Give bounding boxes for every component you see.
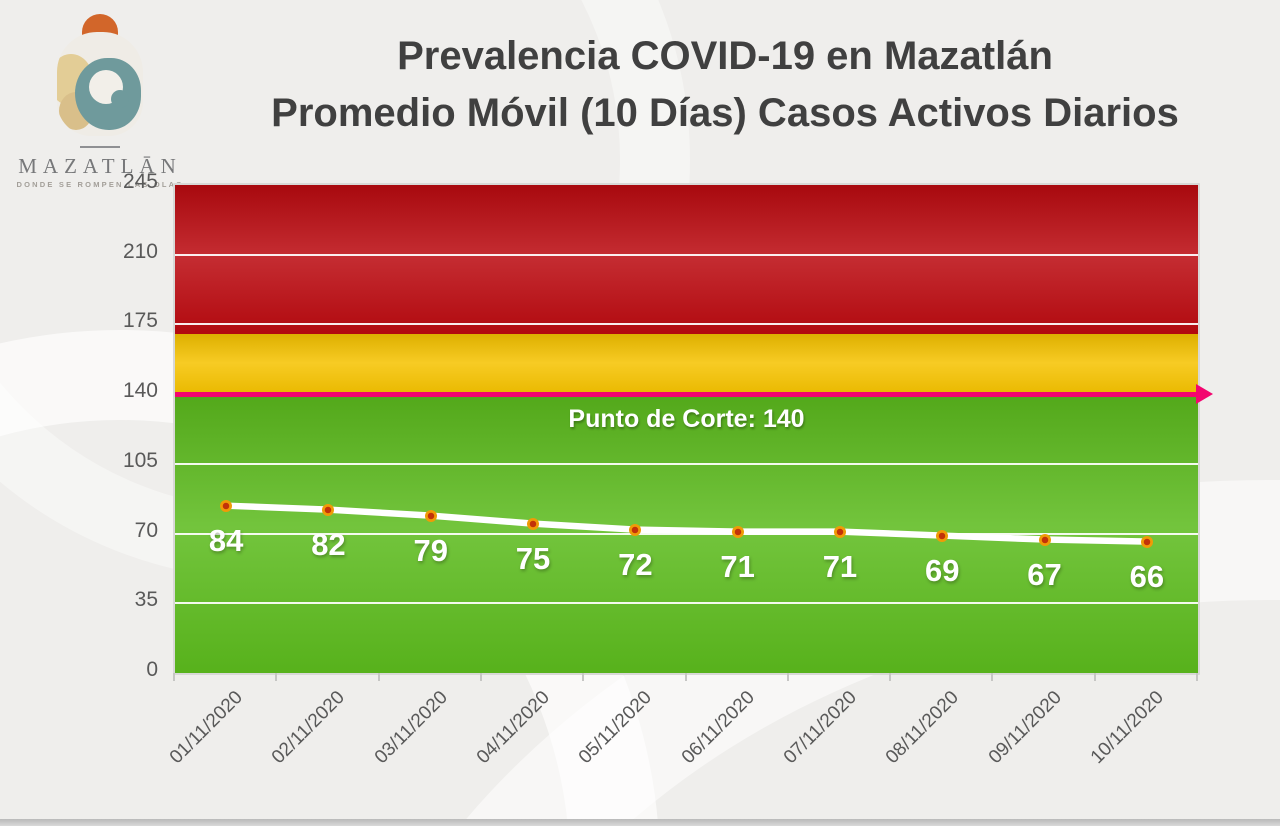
logo-tagline-text: DONDE SE ROMPEN LAS OLAS xyxy=(16,180,184,189)
x-axis-tick xyxy=(889,673,892,681)
data-label: 75 xyxy=(515,540,551,576)
y-axis-label: 70 xyxy=(134,518,158,542)
zone-red xyxy=(175,185,1198,335)
data-point xyxy=(322,503,335,516)
data-label: 71 xyxy=(822,548,858,584)
y-axis-label: 0 xyxy=(146,658,158,681)
x-axis-tick xyxy=(1093,673,1096,681)
data-point xyxy=(220,499,233,512)
data-label: 67 xyxy=(1027,556,1062,592)
logo-wave-spiral xyxy=(75,58,141,130)
data-label: 72 xyxy=(618,546,653,582)
y-axis-label: 175 xyxy=(122,309,158,333)
series-line xyxy=(222,502,1151,545)
data-point xyxy=(833,525,846,538)
x-axis-tick xyxy=(582,673,585,681)
cutoff-arrow-icon xyxy=(1196,384,1213,405)
cutoff-line xyxy=(175,391,1198,397)
chart-title-line1: Prevalencia COVID-19 en Mazatlán xyxy=(397,34,1053,78)
y-axis-label: 105 xyxy=(122,448,158,472)
gridline-105 xyxy=(175,462,1198,465)
data-label: 69 xyxy=(925,552,960,588)
y-axis-label: 35 xyxy=(134,588,158,612)
bottom-edge-bar xyxy=(0,819,1280,826)
x-axis-tick xyxy=(275,673,278,681)
data-label: 71 xyxy=(720,548,755,584)
data-point xyxy=(629,523,642,536)
gridline-175 xyxy=(175,323,1198,326)
zone-yellow xyxy=(175,334,1198,395)
x-axis-tick xyxy=(786,673,789,681)
y-axis-label: 210 xyxy=(122,239,158,263)
gridline-35 xyxy=(175,602,1198,605)
data-point xyxy=(731,525,744,538)
x-axis-tick xyxy=(991,673,994,681)
data-point xyxy=(936,529,949,542)
cutoff-label: Punto de Corte: 140 xyxy=(568,405,805,434)
chart-title-line2: Promedio Móvil (10 Días) Casos Activos D… xyxy=(271,91,1179,135)
x-axis-tick xyxy=(173,673,175,681)
logo-wave-spiral-inner xyxy=(89,70,129,108)
logo-divider xyxy=(80,146,120,148)
x-axis-tick xyxy=(1196,673,1198,681)
data-point xyxy=(424,509,437,522)
data-label: 82 xyxy=(311,526,346,562)
chart-title: Prevalencia COVID-19 en Mazatlán Promedi… xyxy=(180,28,1270,142)
data-label: 79 xyxy=(413,532,448,568)
data-point xyxy=(527,517,540,530)
logo-shell-icon xyxy=(57,32,143,136)
data-point xyxy=(1038,533,1051,546)
x-axis-tick xyxy=(377,673,380,681)
logo-brand-text: MAZATLĀN xyxy=(18,154,182,178)
x-axis-tick xyxy=(479,673,482,681)
plot-area: Punto de Corte: 140 84 82 79 75 72 71 71 69 67 66 xyxy=(173,183,1213,675)
logo-sun-icon xyxy=(82,14,118,35)
x-axis-label: 08/11/2020 xyxy=(882,687,964,769)
x-axis-tick xyxy=(684,673,687,681)
x-axis-label: 10/11/2020 xyxy=(1086,687,1168,769)
y-axis-label: 140 xyxy=(122,379,158,403)
data-label: 66 xyxy=(1129,558,1165,594)
logo-wave-spiral-core xyxy=(111,90,129,108)
y-axis-label: 245 xyxy=(122,170,158,193)
data-label: 84 xyxy=(208,522,244,558)
data-point xyxy=(1140,535,1153,548)
gridline-210 xyxy=(175,253,1198,256)
